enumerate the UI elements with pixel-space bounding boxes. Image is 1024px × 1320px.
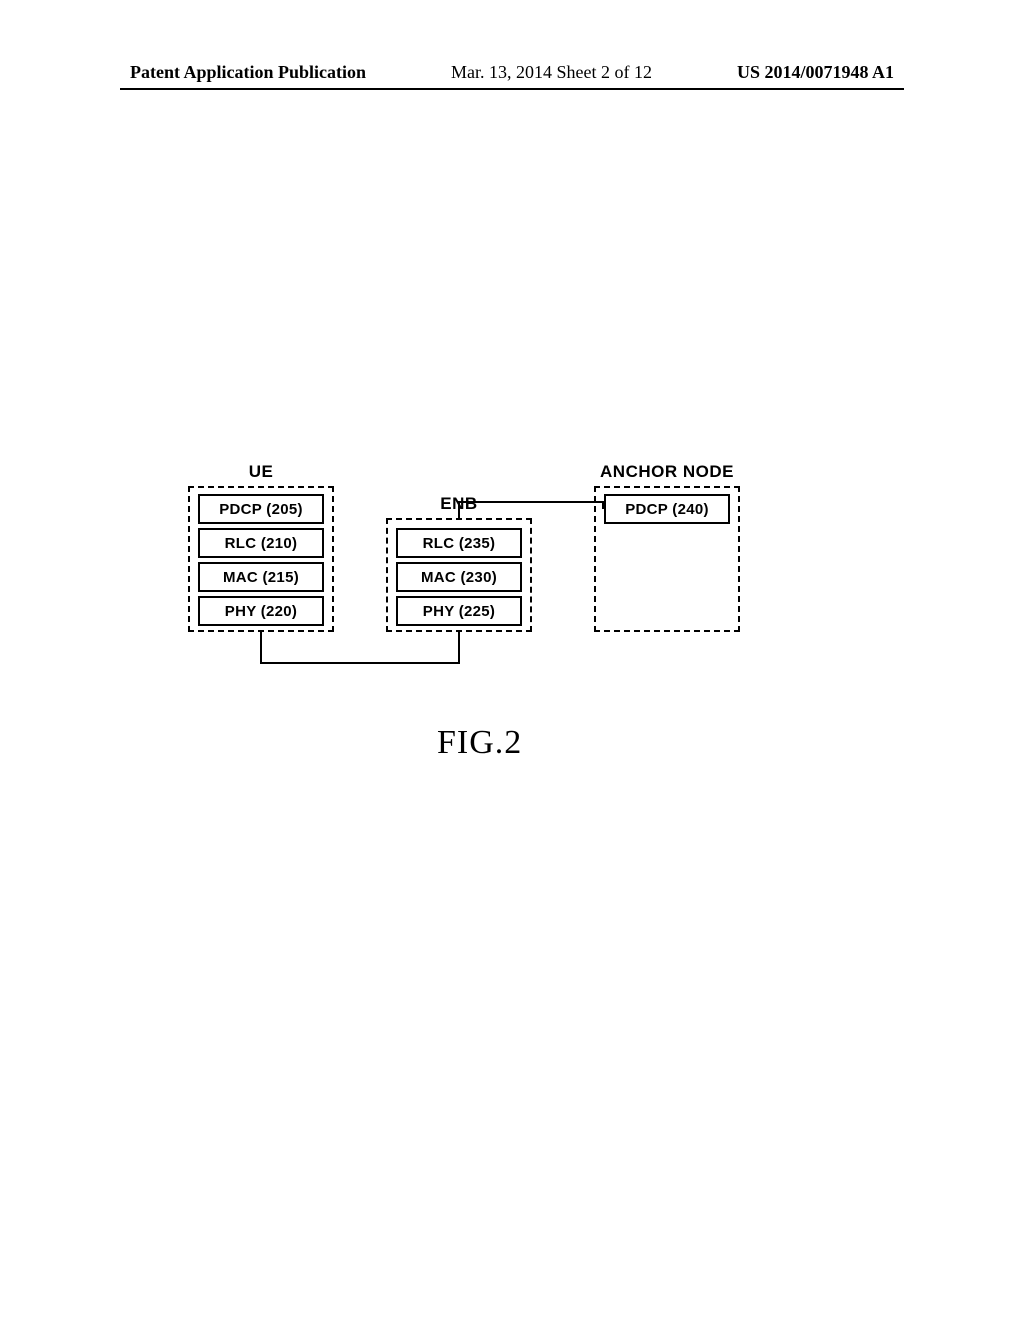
conn-enb-down (458, 632, 460, 662)
anchor-title: ANCHOR NODE (584, 462, 750, 482)
page: Patent Application Publication Mar. 13, … (0, 0, 1024, 1320)
conn-ue-down (260, 632, 262, 662)
ue-layer-pdcp: PDCP (205) (198, 494, 324, 524)
figure-caption: FIG.2 (437, 724, 522, 762)
anchor-layer-pdcp: PDCP (240) (604, 494, 730, 524)
conn-enb-to-anchor (458, 501, 604, 503)
enb-layer-phy: PHY (225) (396, 596, 522, 626)
enb-layer-rlc: RLC (235) (396, 528, 522, 558)
conn-enb-up (458, 501, 460, 518)
conn-ue-to-enb (260, 662, 460, 664)
enb-layer-mac: MAC (230) (396, 562, 522, 592)
figure-diagram: UE PDCP (205) RLC (210) MAC (215) PHY (2… (0, 0, 1024, 1320)
ue-layer-phy: PHY (220) (198, 596, 324, 626)
conn-anchor-stub (602, 501, 604, 509)
ue-layer-rlc: RLC (210) (198, 528, 324, 558)
ue-title: UE (188, 462, 334, 482)
ue-layer-mac: MAC (215) (198, 562, 324, 592)
